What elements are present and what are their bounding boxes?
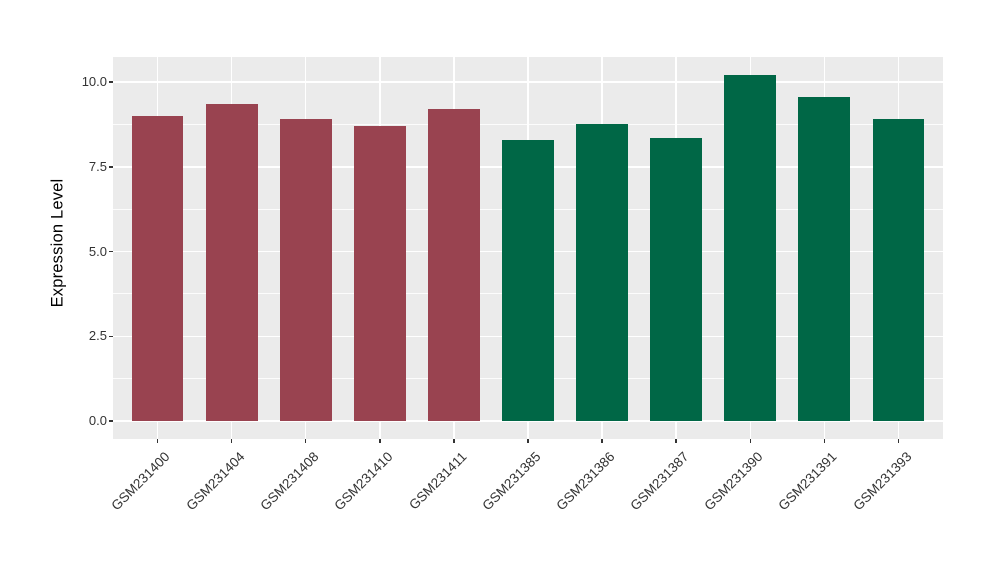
x-tick-mark xyxy=(304,439,307,443)
y-tick-label: 10.0 xyxy=(81,74,107,90)
x-tick-mark xyxy=(897,439,900,443)
y-tick-mark xyxy=(109,335,113,338)
bar-GSM231408 xyxy=(279,119,332,422)
y-tick-mark xyxy=(109,81,113,83)
x-tick-mark xyxy=(230,439,233,443)
x-tick-mark xyxy=(675,439,677,443)
x-tick-label: GSM231411 xyxy=(405,449,470,513)
y-tick-label: 2.5 xyxy=(88,328,107,344)
x-tick-label: GSM231410 xyxy=(331,449,396,514)
y-tick-label: 7.5 xyxy=(88,158,107,174)
bar-GSM231404 xyxy=(205,104,258,422)
x-tick-mark xyxy=(601,439,603,443)
x-tick-label: GSM231400 xyxy=(108,449,174,514)
y-tick-mark xyxy=(109,420,113,422)
x-tick-mark xyxy=(379,439,381,443)
x-tick-mark xyxy=(156,439,159,443)
y-tick-mark xyxy=(109,250,113,253)
x-tick-label: GSM231408 xyxy=(257,449,322,514)
y-tick-label: 5.0 xyxy=(88,243,107,259)
bar-GSM231387 xyxy=(650,138,703,422)
x-tick-mark xyxy=(823,439,826,443)
bar-GSM231386 xyxy=(576,124,629,422)
x-tick-label: GSM231385 xyxy=(479,449,544,514)
x-tick-mark xyxy=(527,439,529,443)
plot-panel xyxy=(113,57,943,439)
y-tick-mark xyxy=(109,166,113,168)
x-tick-mark xyxy=(749,439,752,443)
y-tick-label: 0.0 xyxy=(88,413,107,429)
bar-GSM231393 xyxy=(872,119,925,422)
x-tick-mark xyxy=(453,439,455,443)
bar-GSM231390 xyxy=(724,75,777,422)
bar-GSM231410 xyxy=(353,126,406,422)
bar-GSM231385 xyxy=(502,139,554,422)
bar-GSM231411 xyxy=(427,109,480,422)
bar-GSM231400 xyxy=(131,115,184,422)
bar-GSM231391 xyxy=(798,97,851,422)
